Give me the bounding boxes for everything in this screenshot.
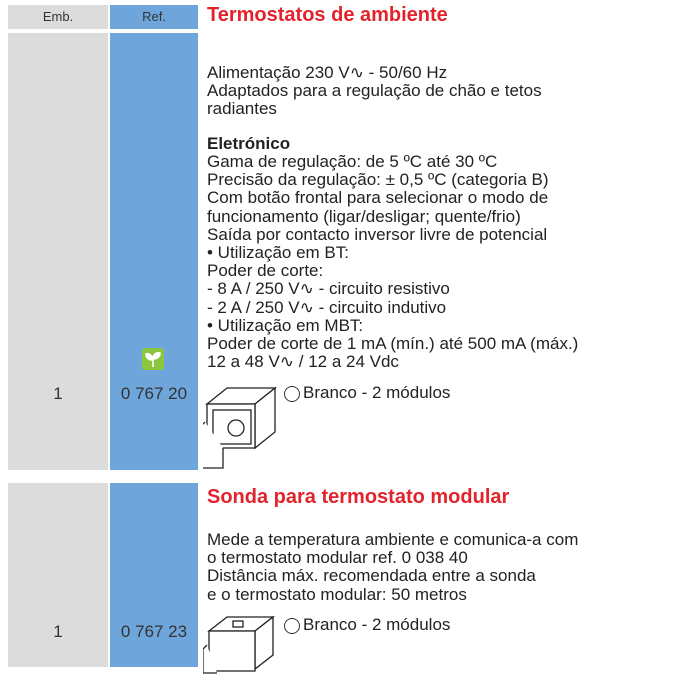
emb-cell: [8, 483, 108, 667]
text-line: Precisão da regulação: ± 0,5 ºC (categor…: [207, 170, 549, 190]
text-line: • Utilização em MBT:: [207, 315, 364, 335]
text-line: funcionamento (ligar/desligar; quente/fr…: [207, 206, 521, 226]
text-line: radiantes: [207, 99, 277, 119]
text-line: Poder de corte de 1 mA (mín.) até 500 mA…: [207, 334, 579, 353]
text-line: Gama de regulação: de 5 ºC até 30 ºC: [207, 152, 498, 171]
emb-header: [8, 5, 108, 29]
ref-header: [110, 5, 198, 29]
ref-cell: [110, 483, 198, 667]
emb-value: 1: [53, 384, 63, 403]
emb-value: 1: [53, 622, 63, 641]
ref-cell: [110, 33, 198, 470]
text-line: Distância máx. recomendada entre a sonda: [207, 566, 536, 586]
text-line: • Utilização em BT:: [207, 243, 349, 262]
ref-value: 0 767 20: [120, 384, 188, 403]
text-line: Com botão frontal para selecionar o modo…: [207, 188, 549, 208]
text-line: o termostato modular ref. 0 038 40: [207, 548, 468, 568]
module-icon: [203, 386, 277, 469]
color-swatch: [284, 386, 300, 402]
text-line: 12 a 48 V∿ / 12 a 24 Vdc: [207, 352, 399, 372]
subheading: Eletrónico: [207, 134, 291, 153]
text-line: Alimentação 230 V∿ - 50/60 Hz: [207, 63, 448, 82]
section-title: Sonda para termostato modular: [207, 486, 510, 508]
text-line: - 8 A / 250 V∿ - circuito resistivo: [207, 279, 450, 299]
text-line: Adaptados para a regulação de chão e tet…: [207, 81, 542, 101]
variant: Branco - 2 módulos: [303, 615, 451, 634]
text-line: Poder de corte:: [207, 261, 324, 281]
text-line: e o termostato modular: 50 metros: [207, 584, 467, 604]
ref-value: 0 767 23: [120, 622, 188, 641]
variant: Branco - 2 módulos: [303, 383, 451, 402]
text-line: Mede a temperatura ambiente e comunica-a…: [207, 530, 579, 549]
emb-cell: [8, 33, 108, 470]
text-line: Saída por contacto inversor livre de pot…: [207, 224, 548, 244]
eco-icon: [142, 348, 164, 370]
text-line: - 2 A / 250 V∿ - circuito indutivo: [207, 297, 447, 317]
color-swatch: [284, 618, 300, 634]
emb-label: Emb.: [42, 9, 74, 24]
ref-label: Ref.: [142, 9, 166, 24]
section-title: Termostatos de ambiente: [207, 4, 448, 26]
module-icon: [203, 615, 275, 674]
